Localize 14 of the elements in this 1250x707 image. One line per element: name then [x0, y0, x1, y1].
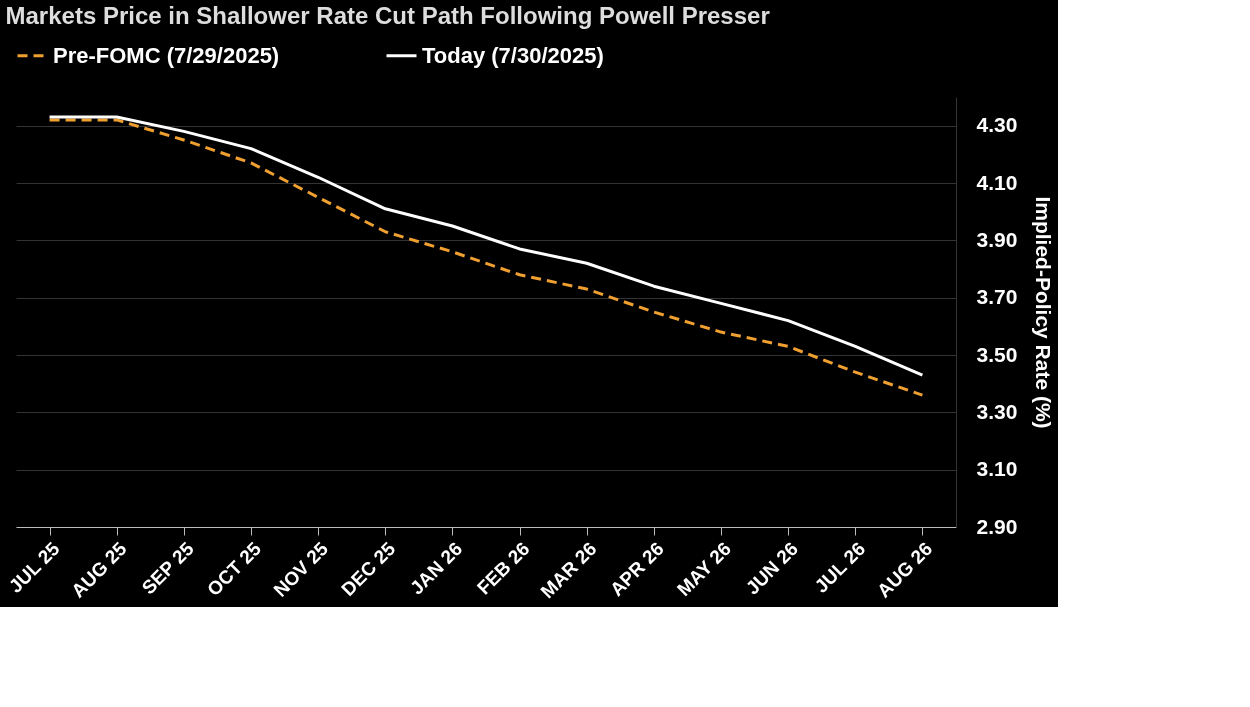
- y-tick-label: 3.90: [976, 227, 1018, 251]
- y-tick-label: 4.10: [976, 170, 1018, 194]
- legend-label: Today (7/30/2025): [422, 42, 604, 68]
- y-tick-label: 3.70: [976, 285, 1018, 309]
- chart-title: Markets Price in Shallower Rate Cut Path Following Powell Presser: [5, 2, 770, 29]
- y-tick-label: 2.90: [976, 514, 1018, 538]
- x-tick-label: JUL 25: [4, 537, 64, 597]
- y-tick-label: 4.30: [976, 113, 1018, 137]
- y-axis-title: Implied-Policy Rate (%): [1032, 196, 1056, 429]
- legend-label: Pre-FOMC (7/29/2025): [53, 42, 280, 68]
- x-tick-label: JUL 26: [810, 538, 870, 597]
- y-tick-label: 3.10: [976, 457, 1018, 481]
- y-tick-label: 3.30: [976, 399, 1018, 423]
- y-tick-label: 3.50: [976, 342, 1018, 366]
